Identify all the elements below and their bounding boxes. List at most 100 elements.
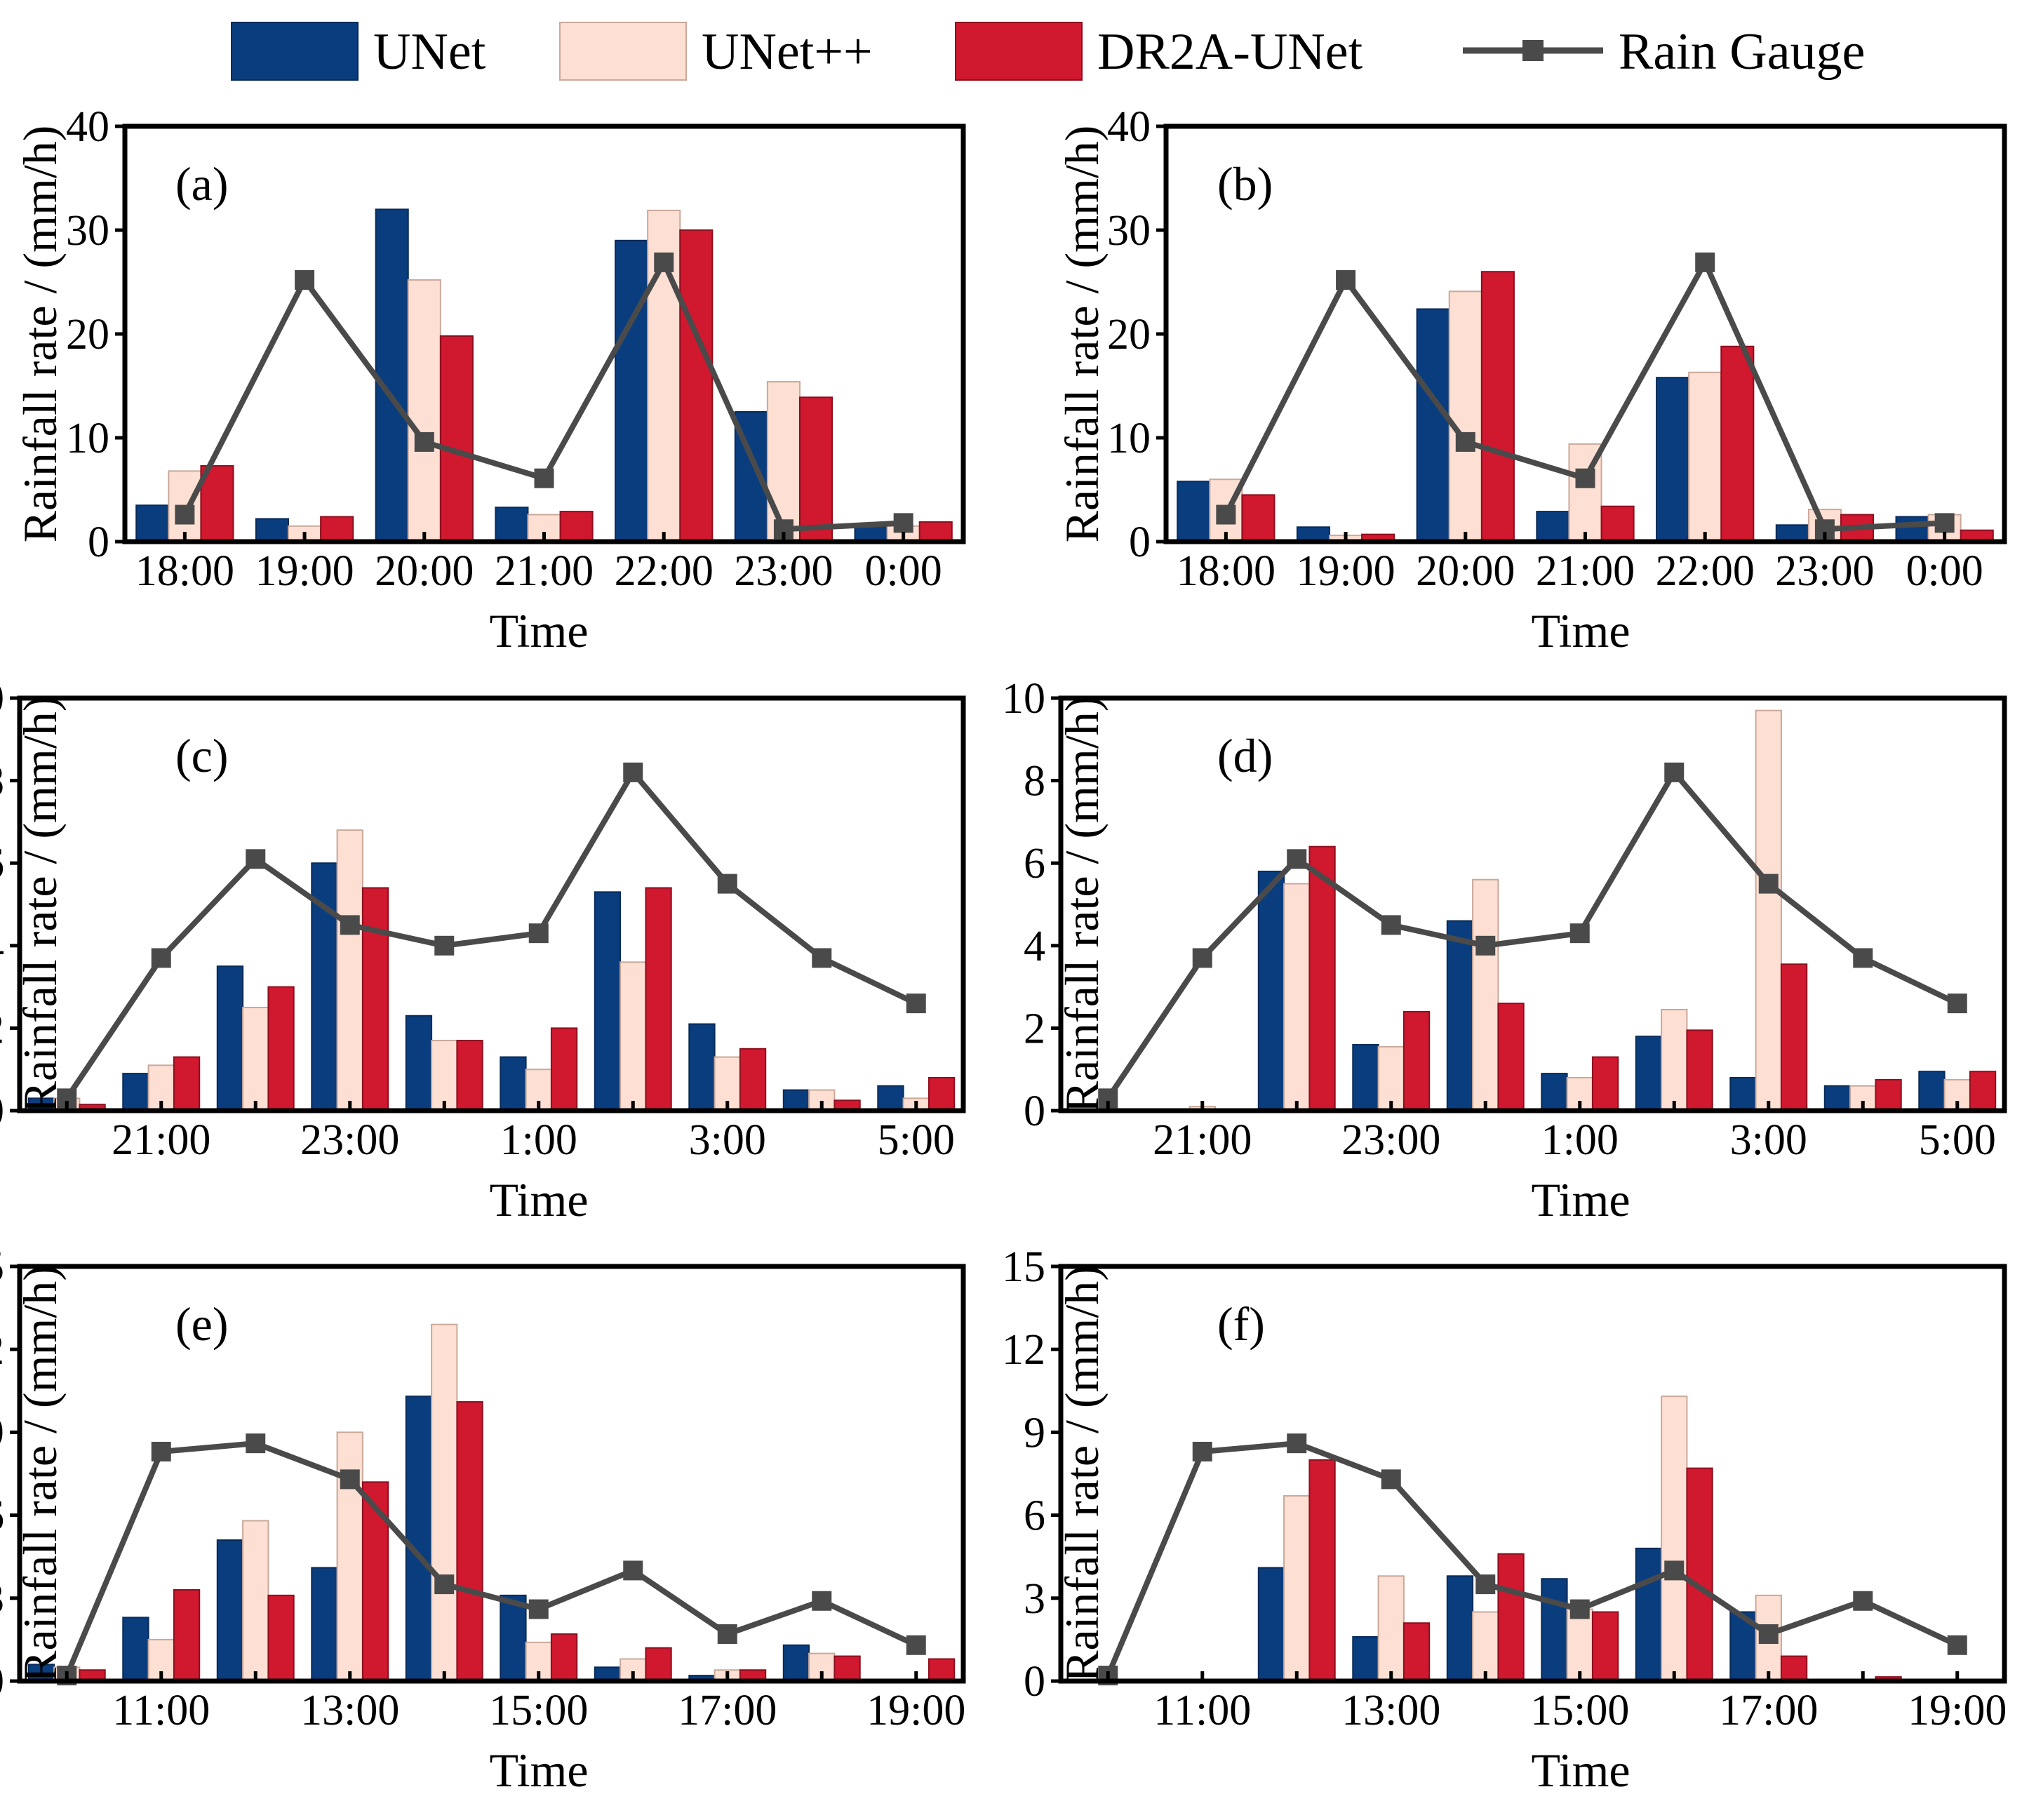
legend-item-unet: UNet bbox=[231, 22, 486, 81]
rain-gauge-point bbox=[1569, 923, 1590, 944]
rain-gauge-point bbox=[717, 1624, 737, 1645]
bar-dr2a-unet-400 bbox=[1875, 1078, 1902, 1112]
y-tick-label: 6 bbox=[0, 1492, 4, 1540]
bar-unet-1500 bbox=[1541, 1578, 1568, 1682]
rain-gauge-point bbox=[906, 1635, 926, 1655]
rain-gauge-point bbox=[534, 468, 554, 488]
legend-item-dr2a-unet: DR2A-UNet bbox=[955, 22, 1363, 81]
panel-d: 21:00 23:00 1:00 3:00 5:00 0 2 4 6 8 10 (d) Time Rain… bbox=[1002, 675, 2007, 1226]
x-axis-title: Time bbox=[1531, 1744, 1630, 1797]
rain-gauge-point bbox=[1947, 1635, 1967, 1655]
legend-label: UNet bbox=[373, 23, 486, 81]
bar-unet-2000 bbox=[375, 208, 409, 542]
x-tick-label: 19:00 bbox=[1908, 1687, 2007, 1734]
x-tick-label: 20:00 bbox=[375, 547, 474, 595]
bar-unet-1500 bbox=[500, 1594, 527, 1682]
panel-label: (d) bbox=[1217, 729, 1273, 782]
bar-dr2a-unet-000 bbox=[918, 521, 953, 543]
bar-dr2a-unet-1400 bbox=[1497, 1553, 1525, 1682]
y-tick-label: 3 bbox=[0, 1575, 4, 1623]
bar-unet-1600 bbox=[1635, 1547, 1663, 1682]
x-tick-label: 22:00 bbox=[1656, 547, 1755, 595]
bar-unet-2300 bbox=[1352, 1043, 1379, 1112]
bar-unetpp-1400 bbox=[431, 1323, 458, 1682]
x-tick-label: 13:00 bbox=[300, 1687, 399, 1734]
bar-unet-1800 bbox=[1177, 481, 1211, 542]
bar-dr2a-unet-300 bbox=[1780, 963, 1808, 1112]
bar-unet-2300 bbox=[1775, 524, 1809, 543]
panel-label: (a) bbox=[175, 157, 228, 210]
bar-dr2a-unet-2100 bbox=[559, 511, 594, 543]
x-tick-label: 17:00 bbox=[1719, 1687, 1818, 1734]
bar-unetpp-1200 bbox=[1283, 1495, 1311, 1682]
panel-label: (b) bbox=[1217, 157, 1273, 210]
x-tick-label: 3:00 bbox=[689, 1116, 766, 1164]
legend-swatch bbox=[955, 22, 1083, 81]
bar-dr2a-unet-2100 bbox=[1600, 505, 1635, 542]
bar-dr2a-unet-2200 bbox=[267, 986, 295, 1111]
bar-dr2a-unet-000 bbox=[456, 1040, 483, 1112]
legend-swatch bbox=[559, 22, 687, 81]
bar-dr2a-unet-1200 bbox=[267, 1594, 295, 1682]
bar-unet-100 bbox=[1541, 1073, 1568, 1111]
bar-unetpp-1600 bbox=[1661, 1396, 1688, 1682]
y-tick-label: 0 bbox=[0, 1088, 4, 1135]
bar-dr2a-unet-1500 bbox=[1591, 1611, 1619, 1682]
bar-unet-1300 bbox=[311, 1567, 338, 1682]
rain-gauge-point bbox=[295, 270, 315, 290]
bar-dr2a-unet-1600 bbox=[1686, 1467, 1713, 1682]
bar-unet-2200 bbox=[216, 965, 244, 1111]
bar-unetpp-000 bbox=[1472, 878, 1499, 1111]
bar-unetpp-2300 bbox=[336, 829, 363, 1112]
bar-dr2a-unet-2200 bbox=[1720, 345, 1755, 542]
x-tick-label: 21:00 bbox=[1153, 1116, 1252, 1164]
bar-dr2a-unet-2200 bbox=[679, 229, 714, 542]
y-tick-label: 9 bbox=[0, 1409, 4, 1457]
rain-gauge-point bbox=[175, 504, 195, 525]
x-tick-label: 21:00 bbox=[1536, 547, 1635, 595]
bar-dr2a-unet-2200 bbox=[1308, 845, 1336, 1112]
y-tick-label: 15 bbox=[1002, 1243, 1045, 1291]
legend-marker bbox=[1522, 40, 1544, 61]
x-tick-label: 1:00 bbox=[500, 1116, 577, 1164]
y-tick-label: 6 bbox=[1024, 840, 1045, 888]
bar-unet-200 bbox=[1635, 1036, 1663, 1112]
y-tick-label: 0 bbox=[1024, 1088, 1045, 1135]
rain-gauge-point bbox=[1287, 1433, 1307, 1454]
bar-unetpp-1200 bbox=[242, 1520, 269, 1682]
legend-label: Rain Gauge bbox=[1619, 23, 1865, 81]
bar-unet-1200 bbox=[1257, 1567, 1285, 1682]
rain-gauge-point bbox=[623, 1560, 643, 1581]
bar-unet-1900 bbox=[255, 518, 290, 543]
bar-dr2a-unet-1800 bbox=[1241, 494, 1276, 543]
rain-gauge-point bbox=[812, 1591, 832, 1611]
x-axis-title: Time bbox=[489, 1744, 588, 1797]
y-tick-label: 4 bbox=[0, 923, 4, 970]
bar-dr2a-unet-1600 bbox=[645, 1647, 672, 1682]
x-axis-title: Time bbox=[489, 1173, 588, 1226]
x-tick-label: 1:00 bbox=[1541, 1116, 1619, 1164]
bar-dr2a-unet-1500 bbox=[550, 1633, 578, 1682]
bar-unetpp-2000 bbox=[1448, 290, 1482, 542]
panel-a: 18:00 19:00 20:00 21:00 22:00 23:00 0:00 0 10 20 3… bbox=[13, 103, 966, 657]
rain-gauge-point bbox=[1475, 1574, 1496, 1595]
rain-gauge-point bbox=[434, 935, 455, 956]
panel-label: (e) bbox=[175, 1297, 228, 1351]
rain-gauge-point bbox=[1695, 252, 1715, 272]
rain-gauge-point bbox=[1758, 874, 1779, 894]
y-tick-label: 6 bbox=[0, 840, 4, 888]
bar-unetpp-1600 bbox=[620, 1658, 647, 1682]
rain-gauge-point bbox=[717, 874, 737, 894]
bar-unet-2100 bbox=[122, 1073, 149, 1111]
rain-gauge-point bbox=[1664, 1560, 1685, 1581]
rain-gauge-point bbox=[623, 762, 643, 782]
bar-unet-1800 bbox=[135, 504, 170, 543]
bar-dr2a-unet-2300 bbox=[1402, 1010, 1431, 1111]
y-tick-label: 30 bbox=[66, 207, 109, 255]
bar-dr2a-unet-000 bbox=[1497, 1003, 1525, 1111]
bar-unetpp-300 bbox=[1755, 709, 1782, 1111]
rain-gauge-point bbox=[1758, 1624, 1779, 1645]
rain-gauge-point bbox=[654, 252, 674, 272]
bar-unetpp-1500 bbox=[1566, 1608, 1593, 1682]
x-tick-label: 18:00 bbox=[135, 547, 234, 595]
